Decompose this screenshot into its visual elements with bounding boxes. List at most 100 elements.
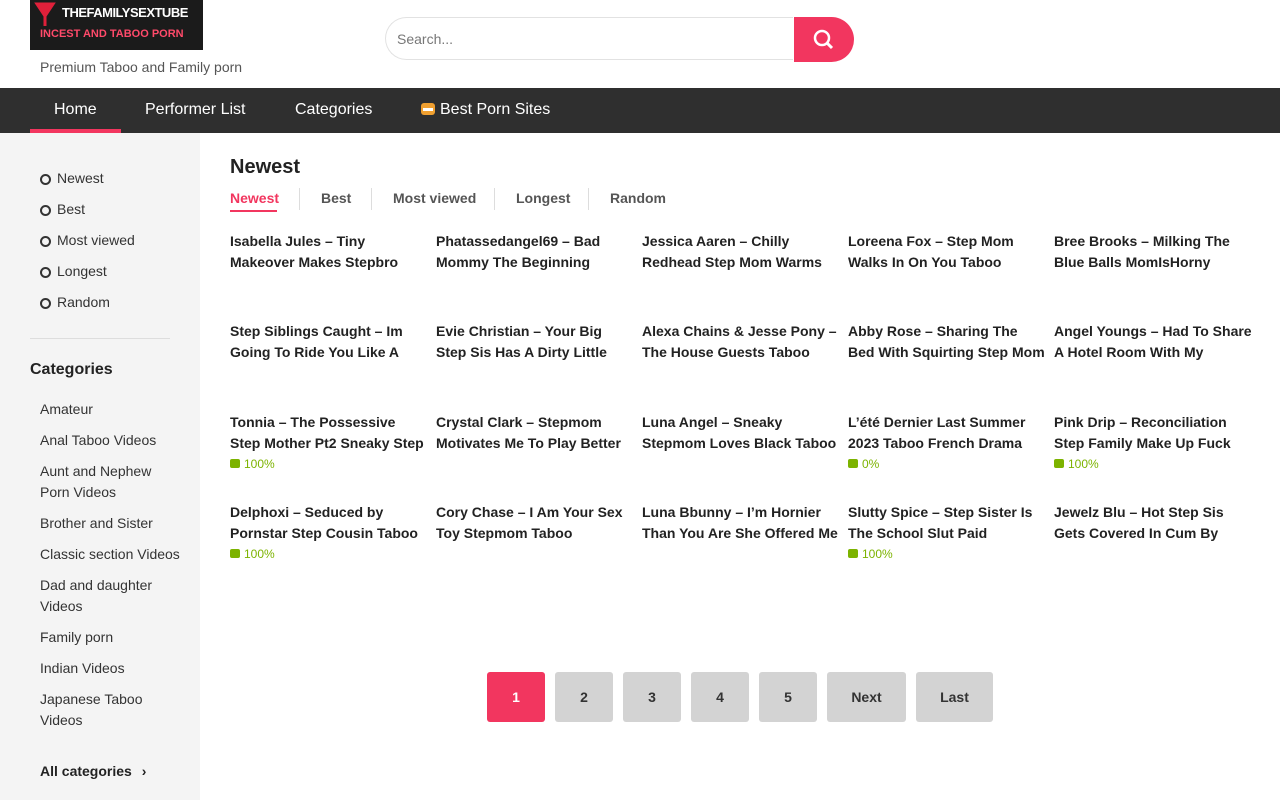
page-button[interactable]: Last (916, 672, 993, 722)
filter-link[interactable]: Most viewed (40, 232, 135, 248)
thumb-icon (230, 459, 240, 468)
category-link[interactable]: Amateur (40, 401, 93, 417)
tab-separator (371, 188, 372, 210)
logo-subtext: INCEST AND TABOO PORN (40, 28, 184, 40)
video-card[interactable]: L’été Dernier Last Summer 2023 Taboo Fre… (848, 412, 1046, 471)
video-rating: 100% (230, 547, 428, 561)
filter-icon (40, 174, 51, 185)
video-title: Cory Chase – I Am Your Sex Toy Stepmom T… (436, 504, 623, 541)
video-rating: 100% (848, 547, 1046, 561)
video-card[interactable]: Cory Chase – I Am Your Sex Toy Stepmom T… (436, 502, 634, 544)
video-title: Evie Christian – Your Big Step Sis Has A… (436, 323, 607, 360)
video-card[interactable]: Slutty Spice – Step Sister Is The School… (848, 502, 1046, 561)
nav-icon (421, 103, 435, 115)
rating-text: 100% (862, 547, 893, 561)
video-title: L’été Dernier Last Summer 2023 Taboo Fre… (848, 414, 1026, 451)
divider (30, 338, 170, 339)
logo-text: THEFAMILYSEXTUBE (62, 5, 188, 20)
tab[interactable]: Random (610, 190, 666, 206)
page-button[interactable]: 4 (691, 672, 749, 722)
video-card[interactable]: Step Siblings Caught – Im Going To Ride … (230, 321, 428, 363)
video-title: Phatassedangel69 – Bad Mommy The Beginni… (436, 233, 601, 270)
category-link[interactable]: Japanese Taboo Videos (40, 691, 143, 728)
search-input[interactable]: Search... (385, 17, 793, 60)
category-link[interactable]: Brother and Sister (40, 515, 153, 531)
video-card[interactable]: Tonnia – The Possessive Step Mother Pt2 … (230, 412, 428, 471)
search-button[interactable] (794, 17, 854, 62)
filter-text: Longest (57, 263, 107, 279)
video-card[interactable]: Alexa Chains & Jesse Pony – The House Gu… (642, 321, 840, 363)
filter-icon (40, 267, 51, 278)
category-link[interactable]: Dad and daughter Videos (40, 577, 153, 614)
video-card[interactable]: Isabella Jules – Tiny Makeover Makes Ste… (230, 231, 428, 273)
video-card[interactable]: Luna Angel – Sneaky Stepmom Loves Black … (642, 412, 840, 454)
nav-active-indicator (30, 129, 121, 133)
tab[interactable]: Newest (230, 190, 280, 206)
video-card[interactable]: Crystal Clark – Stepmom Motivates Me To … (436, 412, 634, 454)
category-link[interactable]: Classic section Videos (40, 546, 180, 562)
filter-icon (40, 236, 51, 247)
page-button[interactable]: 1 (487, 672, 545, 722)
video-rating: 100% (1054, 457, 1252, 471)
nav-link[interactable]: Categories (295, 101, 373, 118)
video-title: Jessica Aaren – Chilly Redhead Step Mom … (642, 233, 822, 270)
video-card[interactable]: Loreena Fox – Step Mom Walks In On You T… (848, 231, 1046, 273)
page-button[interactable]: 3 (623, 672, 681, 722)
tab[interactable]: Longest (516, 190, 571, 206)
nav-link[interactable]: Home (54, 101, 97, 118)
filter-link[interactable]: Random (40, 294, 110, 310)
video-title: Jewelz Blu – Hot Step Sis Gets Covered I… (1054, 504, 1224, 541)
tagline: Premium Taboo and Family porn (40, 59, 243, 75)
page-button[interactable]: 5 (759, 672, 817, 722)
video-title: Delphoxi – Seduced by Pornstar Step Cous… (230, 504, 418, 541)
filter-link[interactable]: Newest (40, 170, 104, 186)
video-card[interactable]: Phatassedangel69 – Bad Mommy The Beginni… (436, 231, 634, 273)
nav-link[interactable]: Performer List (145, 101, 246, 118)
filter-link[interactable]: Best (40, 201, 85, 217)
video-title: Abby Rose – Sharing The Bed With Squirti… (848, 323, 1045, 360)
video-title: Tonnia – The Possessive Step Mother Pt2 … (230, 414, 424, 451)
tab-separator (588, 188, 589, 210)
video-title: Isabella Jules – Tiny Makeover Makes Ste… (230, 233, 399, 270)
filter-text: Most viewed (57, 232, 135, 248)
filter-text: Best (57, 201, 86, 217)
rating-text: 0% (862, 457, 880, 471)
filter-text: Random (57, 294, 110, 310)
tab-separator (299, 188, 300, 210)
video-card[interactable]: Abby Rose – Sharing The Bed With Squirti… (848, 321, 1046, 363)
video-card[interactable]: Luna Bbunny – I’m Hornier Than You Are S… (642, 502, 840, 544)
nav-link[interactable]: Best Porn Sites (440, 101, 551, 118)
video-card[interactable]: Jessica Aaren – Chilly Redhead Step Mom … (642, 231, 840, 273)
video-card[interactable]: Delphoxi – Seduced by Pornstar Step Cous… (230, 502, 428, 561)
video-rating: 0% (848, 457, 1046, 471)
nav-bar: Home Performer List Categories Best Porn Si… (0, 88, 1280, 133)
video-card[interactable]: Angel Youngs – Had To Share A Hotel Room… (1054, 321, 1252, 363)
category-link[interactable]: Anal Taboo Videos (40, 432, 157, 448)
video-rating: 100% (230, 457, 428, 471)
filter-link[interactable]: Longest (40, 263, 107, 279)
tab[interactable]: Best (321, 190, 352, 206)
link-text: All categories (40, 763, 132, 779)
video-card[interactable]: Pink Drip – Reconciliation Step Family M… (1054, 412, 1252, 471)
page-button[interactable]: 2 (555, 672, 613, 722)
filter-icon (40, 298, 51, 309)
video-card[interactable]: Jewelz Blu – Hot Step Sis Gets Covered I… (1054, 502, 1252, 544)
logo-icon (34, 2, 56, 26)
filter-icon (40, 205, 51, 216)
category-link[interactable]: Aunt and Nephew Porn Videos (40, 463, 152, 500)
thumb-icon (230, 549, 240, 558)
page-button[interactable]: Next (827, 672, 906, 722)
video-card[interactable]: Bree Brooks – Milking The Blue Balls Mom… (1054, 231, 1252, 273)
category-link[interactable]: Family porn (40, 629, 114, 645)
all-categories-link[interactable]: All categories › (40, 763, 146, 779)
tab[interactable]: Most viewed (393, 190, 477, 206)
section-title: Newest (230, 156, 301, 178)
video-card[interactable]: Evie Christian – Your Big Step Sis Has A… (436, 321, 634, 363)
logo[interactable]: THEFAMILYSEXTUBE INCEST AND TABOO PORN (30, 0, 203, 50)
tab-active-indicator (230, 210, 277, 212)
category-link[interactable]: Indian Videos (40, 660, 125, 676)
video-title: Luna Bbunny – I’m Hornier Than You Are S… (642, 504, 838, 541)
chevron: › (141, 763, 147, 779)
search-icon (813, 29, 834, 50)
